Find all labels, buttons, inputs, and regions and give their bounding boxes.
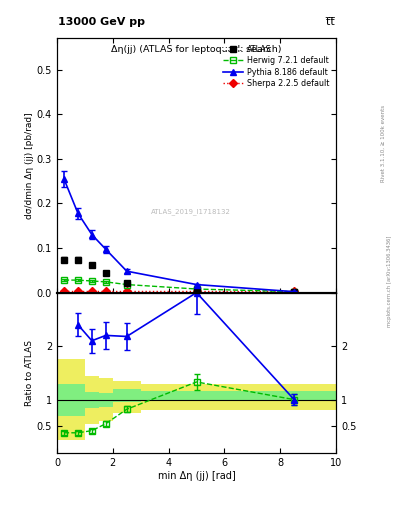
Y-axis label: dσ/dmin Δη (jj) [pb/rad]: dσ/dmin Δη (jj) [pb/rad] [25,112,34,219]
Text: ATLAS_2019_I1718132: ATLAS_2019_I1718132 [151,208,231,215]
Y-axis label: Ratio to ATLAS: Ratio to ATLAS [25,340,34,406]
X-axis label: min Δη (jj) [rad]: min Δη (jj) [rad] [158,471,235,481]
Text: mcplots.cern.ch [arXiv:1306.3436]: mcplots.cern.ch [arXiv:1306.3436] [387,236,391,327]
Text: Δη(jj) (ATLAS for leptoquark search): Δη(jj) (ATLAS for leptoquark search) [111,45,282,54]
Text: 13000 GeV pp: 13000 GeV pp [58,17,145,27]
Text: Rivet 3.1.10, ≥ 100k events: Rivet 3.1.10, ≥ 100k events [381,105,386,182]
Text: t̅t̅: t̅t̅ [326,17,335,27]
Legend: ATLAS, Herwig 7.2.1 default, Pythia 8.186 default, Sherpa 2.2.5 default: ATLAS, Herwig 7.2.1 default, Pythia 8.18… [220,42,332,91]
